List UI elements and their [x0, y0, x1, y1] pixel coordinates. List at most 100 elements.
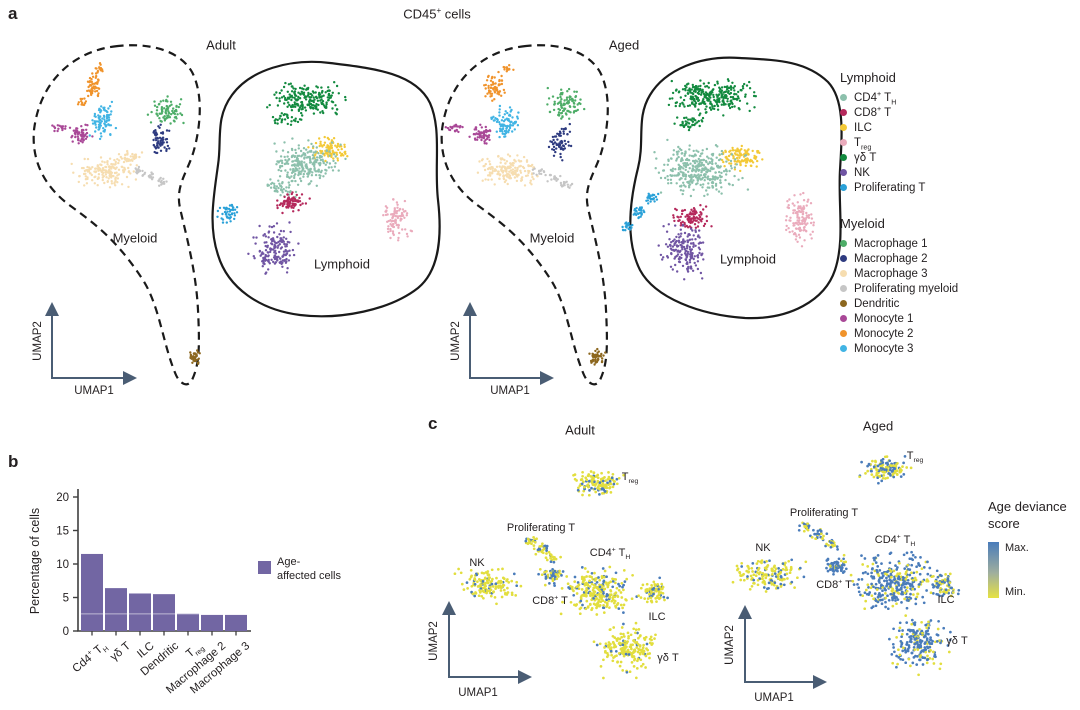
legend-item-prolifT: Proliferating T — [840, 180, 958, 195]
legend-dot-mono2 — [840, 330, 847, 337]
legend-item-gdT: γδ T — [840, 150, 958, 165]
cluster-cd4 — [266, 137, 347, 200]
cluster-mac3 — [70, 149, 144, 189]
legend-item-mono2: Monocyte 2 — [840, 326, 958, 341]
cluster-mac1 — [146, 95, 185, 125]
myeloid-region-label-adult: Myeloid — [112, 230, 158, 246]
legend-label-mono1: Monocyte 1 — [854, 312, 914, 325]
cluster-deviance — [635, 576, 669, 604]
lymphoid-legend-header: Lymphoid — [840, 70, 896, 85]
legend-label-mac3: Macrophage 3 — [854, 267, 928, 280]
myeloid-outline-aged — [440, 44, 609, 386]
legend-dot-mac2 — [840, 255, 847, 262]
cluster-label-c-aged: Treg — [906, 450, 924, 465]
cluster-deviance — [797, 521, 839, 551]
cluster-cd4 — [653, 138, 750, 198]
cluster-deviance — [559, 565, 634, 616]
cluster-dendritic — [588, 347, 607, 366]
cluster-label-c-adult: Proliferating T — [506, 522, 576, 534]
legend-dot-mono3 — [840, 345, 847, 352]
cluster-mac1 — [546, 86, 586, 120]
lymphoid-region-label-aged: Lymphoid — [720, 251, 776, 267]
cluster-label-c-adult: γδ T — [657, 652, 679, 664]
panel-c-adult-title: Adult — [565, 422, 595, 438]
cluster-mono2 — [483, 63, 515, 102]
umap2-label-a-adult: UMAP2 — [32, 321, 44, 361]
legend-label-mono3: Monocyte 3 — [854, 342, 914, 355]
legend-item-mac3: Macrophage 3 — [840, 266, 958, 281]
cluster-mono2 — [76, 62, 104, 107]
cluster-deviance — [849, 550, 940, 617]
panel-b-letter: b — [8, 452, 19, 471]
legend-dot-cd8 — [840, 109, 847, 116]
cluster-deviance — [524, 536, 562, 564]
bar-4 — [177, 613, 199, 631]
umap-points-panel-c-adult — [453, 470, 669, 680]
lymphoid-legend-items: CD4+ TH CD8+ T ILC Treg γδ T NK Proliferating … — [840, 90, 958, 195]
cluster-nk — [657, 223, 705, 281]
cluster-mac2 — [152, 123, 171, 155]
bar-5 — [201, 614, 223, 631]
cluster-label-c-aged: γδ T — [946, 635, 968, 647]
myeloid-legend-header: Myeloid — [840, 216, 885, 231]
legend-item-cd4: CD4+ TH — [840, 90, 958, 105]
cluster-mono3 — [88, 100, 118, 141]
legend-label-gdT: γδ T — [854, 151, 877, 164]
bar-legend-line1: Age- — [277, 556, 301, 568]
legend-label-cd8: CD8+ T — [854, 104, 892, 119]
colorbar-title-line1: Age deviance — [988, 499, 1067, 514]
umap1-label-c-aged: UMAP1 — [754, 692, 794, 704]
legend-label-mono2: Monocyte 2 — [854, 327, 914, 340]
legend-item-ilc: ILC — [840, 120, 958, 135]
umap2-label-c-adult: UMAP2 — [428, 621, 440, 661]
colorbar-max-label: Max. — [1005, 542, 1029, 554]
cluster-prolifM — [134, 165, 168, 187]
umap-axes-a-adult — [45, 302, 137, 385]
cluster-mono1 — [444, 123, 492, 145]
legend-dot-gdT — [840, 154, 847, 161]
cluster-deviance — [572, 470, 625, 497]
cluster-prolifT — [216, 203, 239, 224]
cluster-prolifM — [531, 167, 574, 189]
legend-item-mac1: Macrophage 1 — [840, 236, 958, 251]
cluster-label-c-aged: NK — [755, 542, 771, 554]
legend-label-nk: NK — [854, 166, 870, 179]
umap2-label-a-aged: UMAP2 — [450, 321, 462, 361]
bar-legend-label: Age- affected cells — [277, 556, 341, 583]
legend-label-cd4: CD4+ TH — [854, 89, 897, 106]
bar-legend-swatch — [258, 561, 271, 574]
bar-ylabel: Percentage of cells — [28, 507, 42, 615]
legend-label-treg: Treg — [854, 136, 872, 151]
myeloid-legend-items: Macrophage 1 Macrophage 2 Macrophage 3 Prol… — [840, 236, 958, 356]
umap-points-panel-c-aged — [731, 455, 961, 677]
cluster-cd8 — [276, 191, 311, 215]
umap2-label-c-aged: UMAP2 — [724, 625, 736, 665]
cluster-gdT — [266, 81, 347, 127]
legend-item-prolifM: Proliferating myeloid — [840, 281, 958, 296]
age-deviance-colorbar — [988, 542, 999, 598]
cluster-deviance — [537, 567, 565, 587]
cluster-dendritic — [189, 349, 201, 365]
cluster-treg — [784, 191, 815, 248]
cluster-deviance — [825, 553, 848, 576]
legend-label-prolifT: Proliferating T — [854, 181, 926, 194]
legend-label-mac1: Macrophage 1 — [854, 237, 928, 250]
colorbar-min-label: Min. — [1005, 586, 1026, 598]
legend-dot-cd4 — [840, 94, 847, 101]
cluster-label-c-adult: NK — [469, 557, 485, 569]
umap1-label-c-adult: UMAP1 — [458, 687, 498, 699]
umap-points-panel-a-aged — [444, 63, 815, 366]
cluster-mono3 — [490, 104, 520, 139]
cluster-treg — [382, 198, 414, 242]
legend-item-dendritic: Dendritic — [840, 296, 958, 311]
cluster-cd8 — [672, 204, 713, 229]
legend-label-ilc: ILC — [854, 121, 872, 134]
legend-dot-mono1 — [840, 315, 847, 322]
legend-dot-prolifM — [840, 285, 847, 292]
lymphoid-outline-aged — [629, 56, 843, 320]
cluster-mono1 — [51, 123, 94, 145]
myeloid-region-label-aged: Myeloid — [529, 230, 575, 246]
cluster-label-c-adult: CD4+ TH — [589, 546, 631, 562]
panel-a-adult-title: Adult — [206, 37, 236, 53]
